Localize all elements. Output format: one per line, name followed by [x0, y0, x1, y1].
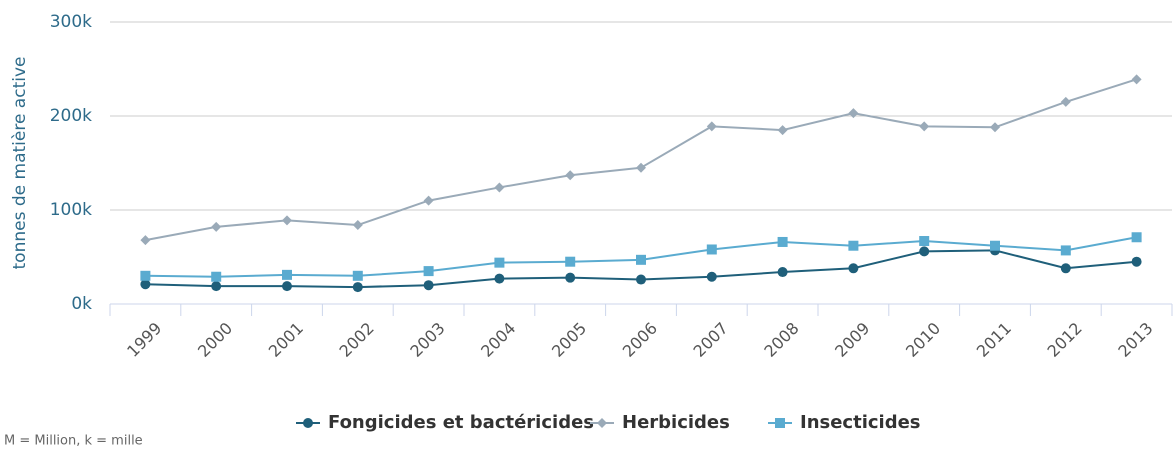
data-point — [140, 270, 151, 281]
data-point — [282, 269, 292, 280]
data-point — [636, 162, 646, 173]
y-tick-label: 0k — [71, 294, 92, 314]
x-tick-label: 2004 — [477, 319, 519, 361]
data-point — [565, 272, 576, 283]
data-point — [565, 170, 576, 181]
legend-symbol — [303, 418, 313, 428]
data-point — [706, 121, 717, 132]
data-point — [636, 254, 646, 265]
legend-symbol — [775, 418, 785, 428]
data-point — [352, 270, 363, 281]
data-point — [777, 236, 788, 247]
data-point — [1131, 256, 1142, 267]
footnote: M = Million, k = mille — [4, 434, 143, 449]
data-point — [1060, 96, 1071, 107]
data-point — [352, 220, 363, 231]
legend-symbol — [597, 418, 607, 428]
y-tick-label: 300k — [50, 12, 92, 32]
data-point — [636, 274, 646, 285]
x-tick-label: 2006 — [619, 319, 661, 361]
data-point — [423, 266, 434, 277]
legend-label: Fongicides et bactéricides — [328, 412, 594, 433]
data-point — [777, 125, 788, 136]
legend-label: Herbicides — [622, 412, 730, 433]
data-point — [1131, 74, 1142, 85]
data-point — [211, 271, 222, 282]
data-point — [919, 121, 930, 132]
y-tick-label: 100k — [50, 200, 92, 220]
data-point — [423, 280, 434, 291]
x-tick-label: 2003 — [406, 319, 448, 361]
data-point — [848, 108, 859, 119]
x-tick-label: 2009 — [831, 319, 873, 361]
data-point — [211, 281, 222, 292]
data-point — [919, 246, 930, 257]
x-tick-label: 2011 — [973, 319, 1015, 361]
data-point — [777, 267, 788, 278]
x-tick-label: 2000 — [194, 319, 236, 361]
data-point — [282, 281, 292, 292]
data-point — [140, 279, 151, 290]
x-tick-label: 2005 — [548, 319, 590, 361]
data-point — [352, 282, 363, 293]
legend-label: Insecticides — [800, 412, 921, 433]
data-point — [565, 256, 576, 267]
x-tick-label: 2007 — [690, 319, 732, 361]
data-point — [423, 195, 434, 206]
x-tick-label: 2013 — [1114, 319, 1156, 361]
data-point — [1060, 263, 1071, 274]
x-tick-label: 2001 — [265, 319, 307, 361]
x-tick-label: 2002 — [336, 319, 378, 361]
x-tick-label: 2010 — [902, 319, 944, 361]
y-tick-label: 200k — [50, 106, 92, 126]
data-point — [1060, 245, 1071, 256]
data-point — [848, 263, 859, 274]
series-line — [145, 78, 1137, 242]
x-tick-label: 2008 — [760, 319, 802, 361]
x-tick-label: 1999 — [123, 319, 165, 361]
x-tick-label: 2012 — [1044, 319, 1086, 361]
data-point — [494, 273, 505, 284]
data-point — [706, 244, 717, 255]
data-point — [140, 235, 151, 246]
data-point — [282, 215, 292, 226]
data-point — [706, 271, 717, 282]
data-point — [211, 221, 222, 232]
data-point — [1131, 232, 1142, 243]
data-point — [990, 240, 1000, 251]
data-point — [990, 122, 1000, 133]
data-point — [494, 182, 505, 193]
data-point — [919, 236, 930, 247]
data-point — [848, 240, 859, 251]
data-point — [494, 257, 505, 268]
y-axis-title: tonnes de matière active — [10, 57, 30, 270]
